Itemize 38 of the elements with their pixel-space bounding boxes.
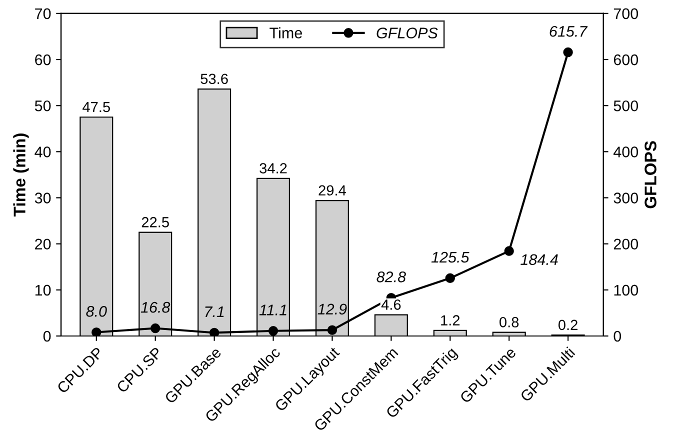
data-label: 615.7 <box>550 26 588 37</box>
data-label: 11.1 <box>259 304 286 316</box>
data-label: 7.1 <box>205 306 224 318</box>
y-tick-label: 20 <box>35 238 51 250</box>
data-label: 125.5 <box>431 252 470 263</box>
y-tick-label: 30 <box>34 192 51 204</box>
y-tick-label: 60 <box>35 54 51 66</box>
y2-tick-label: 200 <box>614 238 638 250</box>
y2-tick-label: 700 <box>614 8 638 20</box>
data-label: 47.5 <box>82 102 110 112</box>
data-label: 16.8 <box>140 302 170 313</box>
legend-label: GFLOPS <box>376 28 438 38</box>
data-label: 4.6 <box>381 300 401 310</box>
y2-tick-label: 300 <box>614 192 638 204</box>
data-label: 12.9 <box>318 304 347 315</box>
y2-tick-label: 100 <box>614 284 638 296</box>
y-tick-label: 0 <box>43 330 51 342</box>
legend-label: Time <box>270 27 302 38</box>
y-axis-title: Time (min) <box>13 134 29 217</box>
data-label: 34.2 <box>260 163 287 174</box>
data-label: 0.2 <box>558 320 578 330</box>
data-label: 53.6 <box>200 74 228 84</box>
y2-tick-label: 0 <box>614 330 622 342</box>
y-tick-label: 70 <box>35 8 51 20</box>
y2-axis-title: GFLOPS <box>644 141 656 208</box>
y2-tick-label: 400 <box>613 146 638 158</box>
data-label: 184.4 <box>520 254 558 266</box>
y-tick-label: 10 <box>35 284 51 296</box>
y-tick-label: 50 <box>34 100 51 112</box>
y-tick-label: 40 <box>34 146 51 158</box>
data-label: 82.8 <box>376 272 406 282</box>
y2-tick-label: 600 <box>614 54 638 66</box>
data-label: 29.4 <box>318 185 346 196</box>
y2-tick-label: 500 <box>614 100 638 112</box>
data-label: 0.8 <box>500 317 519 328</box>
data-label: 8.0 <box>86 306 107 317</box>
data-label: 1.2 <box>441 315 460 326</box>
data-label: 22.5 <box>142 217 169 228</box>
